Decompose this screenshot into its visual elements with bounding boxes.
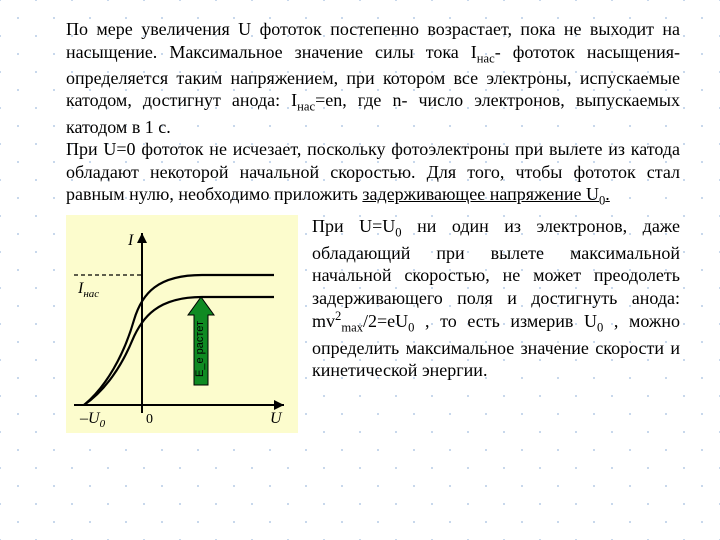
iv-curve-chart: E_e растет I U 0 Iнас –U0 [66, 215, 298, 433]
chart-container: E_e растет I U 0 Iнас –U0 [66, 215, 298, 433]
y-axis-arrow [137, 233, 147, 243]
label-U: U [270, 410, 283, 427]
label-minus-U0: –U0 [79, 410, 106, 430]
paragraph-top: По мере увеличения U фототок постепенно … [66, 18, 680, 209]
label-Inas: Iнас [77, 280, 99, 300]
label-zero: 0 [146, 412, 153, 427]
energy-arrow: E_e растет [188, 297, 214, 385]
paragraph-side: При U=U0 ни один из электронов, даже обл… [312, 215, 680, 381]
label-I: I [127, 232, 134, 249]
x-axis-arrow [274, 400, 284, 410]
energy-arrow-label: E_e растет [194, 321, 206, 377]
curve-low [84, 297, 274, 405]
curve-high [84, 275, 274, 405]
lower-row: E_e растет I U 0 Iнас –U0 При U=U0 ни од… [66, 215, 680, 433]
